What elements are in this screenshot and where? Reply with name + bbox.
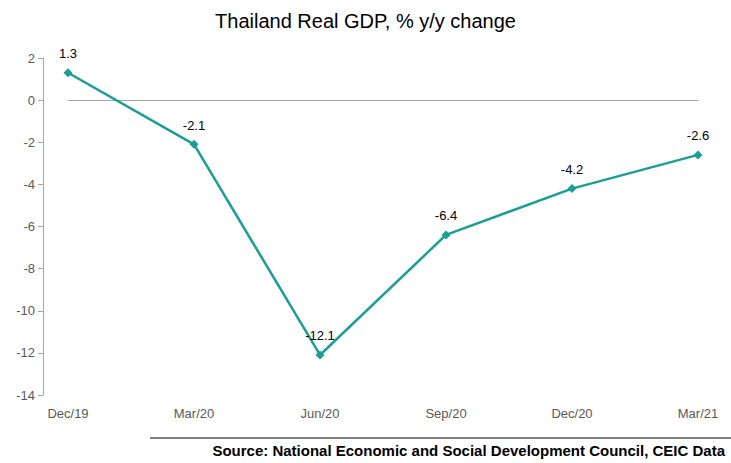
- svg-text:0: 0: [28, 93, 35, 108]
- svg-text:-8: -8: [23, 261, 35, 276]
- svg-text:Mar/21: Mar/21: [678, 406, 718, 421]
- svg-text:-12: -12: [16, 345, 35, 360]
- svg-text:-2.6: -2.6: [687, 128, 709, 143]
- svg-text:-2: -2: [23, 135, 35, 150]
- svg-text:Sep/20: Sep/20: [425, 406, 466, 421]
- svg-text:-6.4: -6.4: [435, 208, 457, 223]
- svg-text:Source: National Economic and: Source: National Economic and Social Dev…: [212, 442, 725, 459]
- svg-text:-6: -6: [23, 219, 35, 234]
- svg-text:Dec/19: Dec/19: [47, 406, 88, 421]
- svg-text:Dec/20: Dec/20: [551, 406, 592, 421]
- svg-text:2: 2: [28, 51, 35, 66]
- svg-text:-4.2: -4.2: [561, 162, 583, 177]
- svg-text:-10: -10: [16, 303, 35, 318]
- svg-text:Thailand Real GDP, % y/y chang: Thailand Real GDP, % y/y change: [215, 10, 516, 32]
- svg-text:1.3: 1.3: [59, 46, 77, 61]
- svg-text:-2.1: -2.1: [183, 118, 205, 133]
- svg-text:-12.1: -12.1: [305, 328, 335, 343]
- svg-text:-14: -14: [16, 388, 35, 403]
- svg-text:Mar/20: Mar/20: [174, 406, 214, 421]
- svg-text:-4: -4: [23, 177, 35, 192]
- svg-text:Jun/20: Jun/20: [300, 406, 339, 421]
